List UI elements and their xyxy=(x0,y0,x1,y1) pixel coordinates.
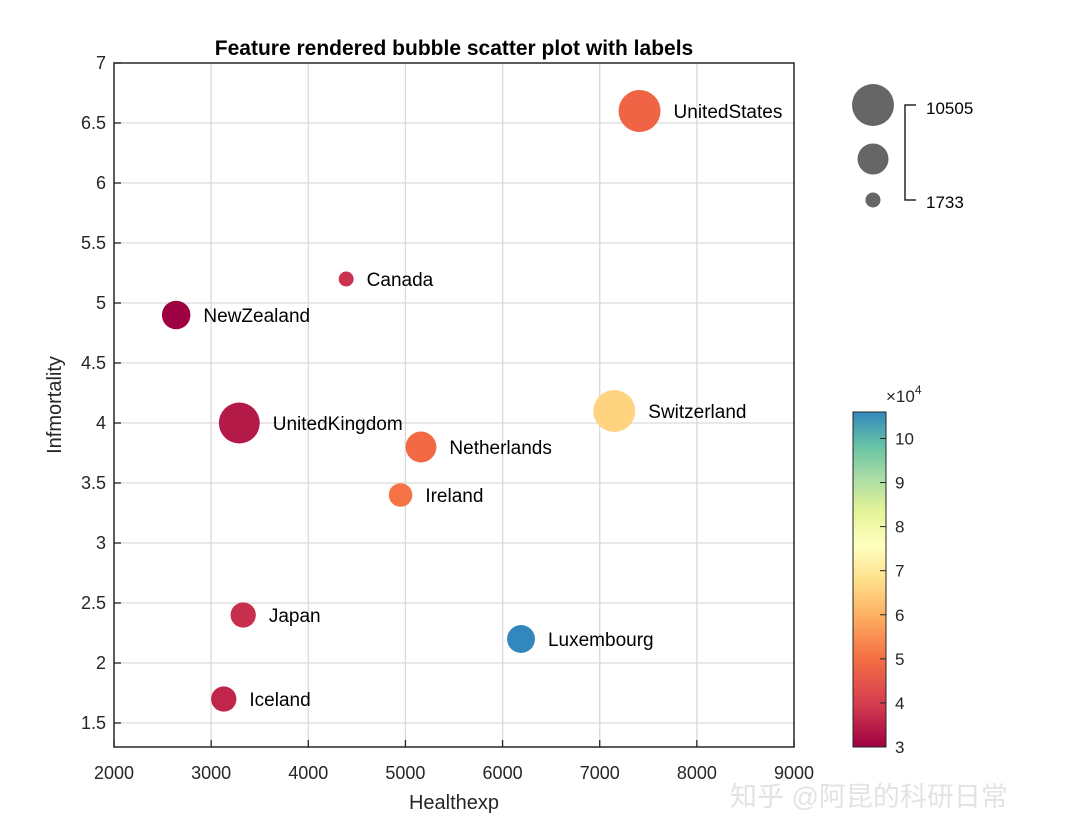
bubble-point xyxy=(218,402,260,444)
colorbar-exponent-power: 4 xyxy=(915,383,922,397)
bubble-point xyxy=(338,271,354,287)
x-tick-label: 4000 xyxy=(288,763,328,783)
x-tick-label: 3000 xyxy=(191,763,231,783)
size-legend-max-label: 10505 xyxy=(926,99,973,118)
bubble-label: Netherlands xyxy=(449,438,551,459)
x-axis-ticks: 2000 3000 4000 5000 6000 7000 8000 9000 xyxy=(94,740,814,783)
bubble-label: Ireland xyxy=(425,486,483,507)
bubble-label: Japan xyxy=(269,606,321,627)
bubble-layer xyxy=(161,90,661,712)
point-label-layer: UnitedStates Canada NewZealand Switzerland U… xyxy=(203,102,782,711)
colorbar-tick-label: 10 xyxy=(895,429,914,448)
y-tick-label: 5 xyxy=(96,293,106,313)
y-tick-label: 4.5 xyxy=(81,353,106,373)
y-tick-label: 2 xyxy=(96,653,106,673)
size-legend-bracket xyxy=(904,104,916,201)
bubble-label: UnitedStates xyxy=(674,102,783,123)
size-legend-small-bubble xyxy=(865,192,881,208)
y-tick-label: 5.5 xyxy=(81,233,106,253)
colorbar-tick-label: 6 xyxy=(895,606,904,625)
colorbar-tick-label: 9 xyxy=(895,474,904,493)
y-tick-label: 1.5 xyxy=(81,713,106,733)
colorbar-exponent-base: ×10 xyxy=(886,387,915,406)
x-tick-label: 2000 xyxy=(94,763,134,783)
colorbar-exponent-label: ×104 xyxy=(886,383,922,406)
bubble-label: UnitedKingdom xyxy=(273,414,403,435)
y-tick-label: 4 xyxy=(96,413,106,433)
y-tick-label: 7 xyxy=(96,53,106,73)
y-tick-label: 6 xyxy=(96,173,106,193)
y-tick-label: 3 xyxy=(96,533,106,553)
bubble-label: NewZealand xyxy=(203,306,310,327)
watermark: 知乎 @阿昆的科研日常 xyxy=(730,782,1008,812)
x-tick-label: 8000 xyxy=(677,763,717,783)
x-tick-label: 6000 xyxy=(483,763,523,783)
colorbar-tick-label: 8 xyxy=(895,518,904,537)
bubble-label: Iceland xyxy=(249,690,310,711)
colorbar-tick-label: 3 xyxy=(895,738,904,757)
colorbar-gradient xyxy=(852,411,887,748)
size-legend-medium-bubble xyxy=(857,143,889,175)
bubble-point xyxy=(507,625,535,653)
plot-area-frame xyxy=(113,62,795,748)
bubble-point xyxy=(618,90,661,132)
colorbar-tick-label: 4 xyxy=(895,694,904,713)
bubble-point xyxy=(388,483,413,507)
size-legend: 10505 1733 xyxy=(852,84,973,212)
size-legend-large-bubble xyxy=(852,84,894,126)
size-legend-min-label: 1733 xyxy=(926,193,964,212)
y-tick-label: 3.5 xyxy=(81,473,106,493)
y-axis-label: Infmortality xyxy=(44,356,66,454)
x-axis-label: Healthexp xyxy=(409,792,499,814)
bubble-point xyxy=(593,390,636,432)
y-axis-ticks: 1.5 2 2.5 3 3.5 4 4.5 5 5.5 6 6.5 7 xyxy=(81,53,121,733)
bubble-label: Canada xyxy=(367,270,434,291)
x-tick-label: 5000 xyxy=(385,763,425,783)
bubble-point xyxy=(230,602,256,628)
x-tick-label: 7000 xyxy=(580,763,620,783)
bubble-point xyxy=(161,300,191,330)
bubble-point xyxy=(211,686,237,712)
colorbar-ticks: 3 4 5 6 7 8 9 10 xyxy=(880,429,914,757)
x-tick-label: 9000 xyxy=(774,763,814,783)
chart-title: Feature rendered bubble scatter plot wit… xyxy=(215,37,693,60)
bubble-label: Luxembourg xyxy=(548,630,654,651)
bubble-label: Switzerland xyxy=(648,402,746,423)
y-tick-label: 2.5 xyxy=(81,593,106,613)
colorbar-tick-label: 7 xyxy=(895,562,904,581)
bubble-point xyxy=(405,431,437,463)
y-tick-label: 6.5 xyxy=(81,113,106,133)
colorbar-tick-label: 5 xyxy=(895,650,904,669)
